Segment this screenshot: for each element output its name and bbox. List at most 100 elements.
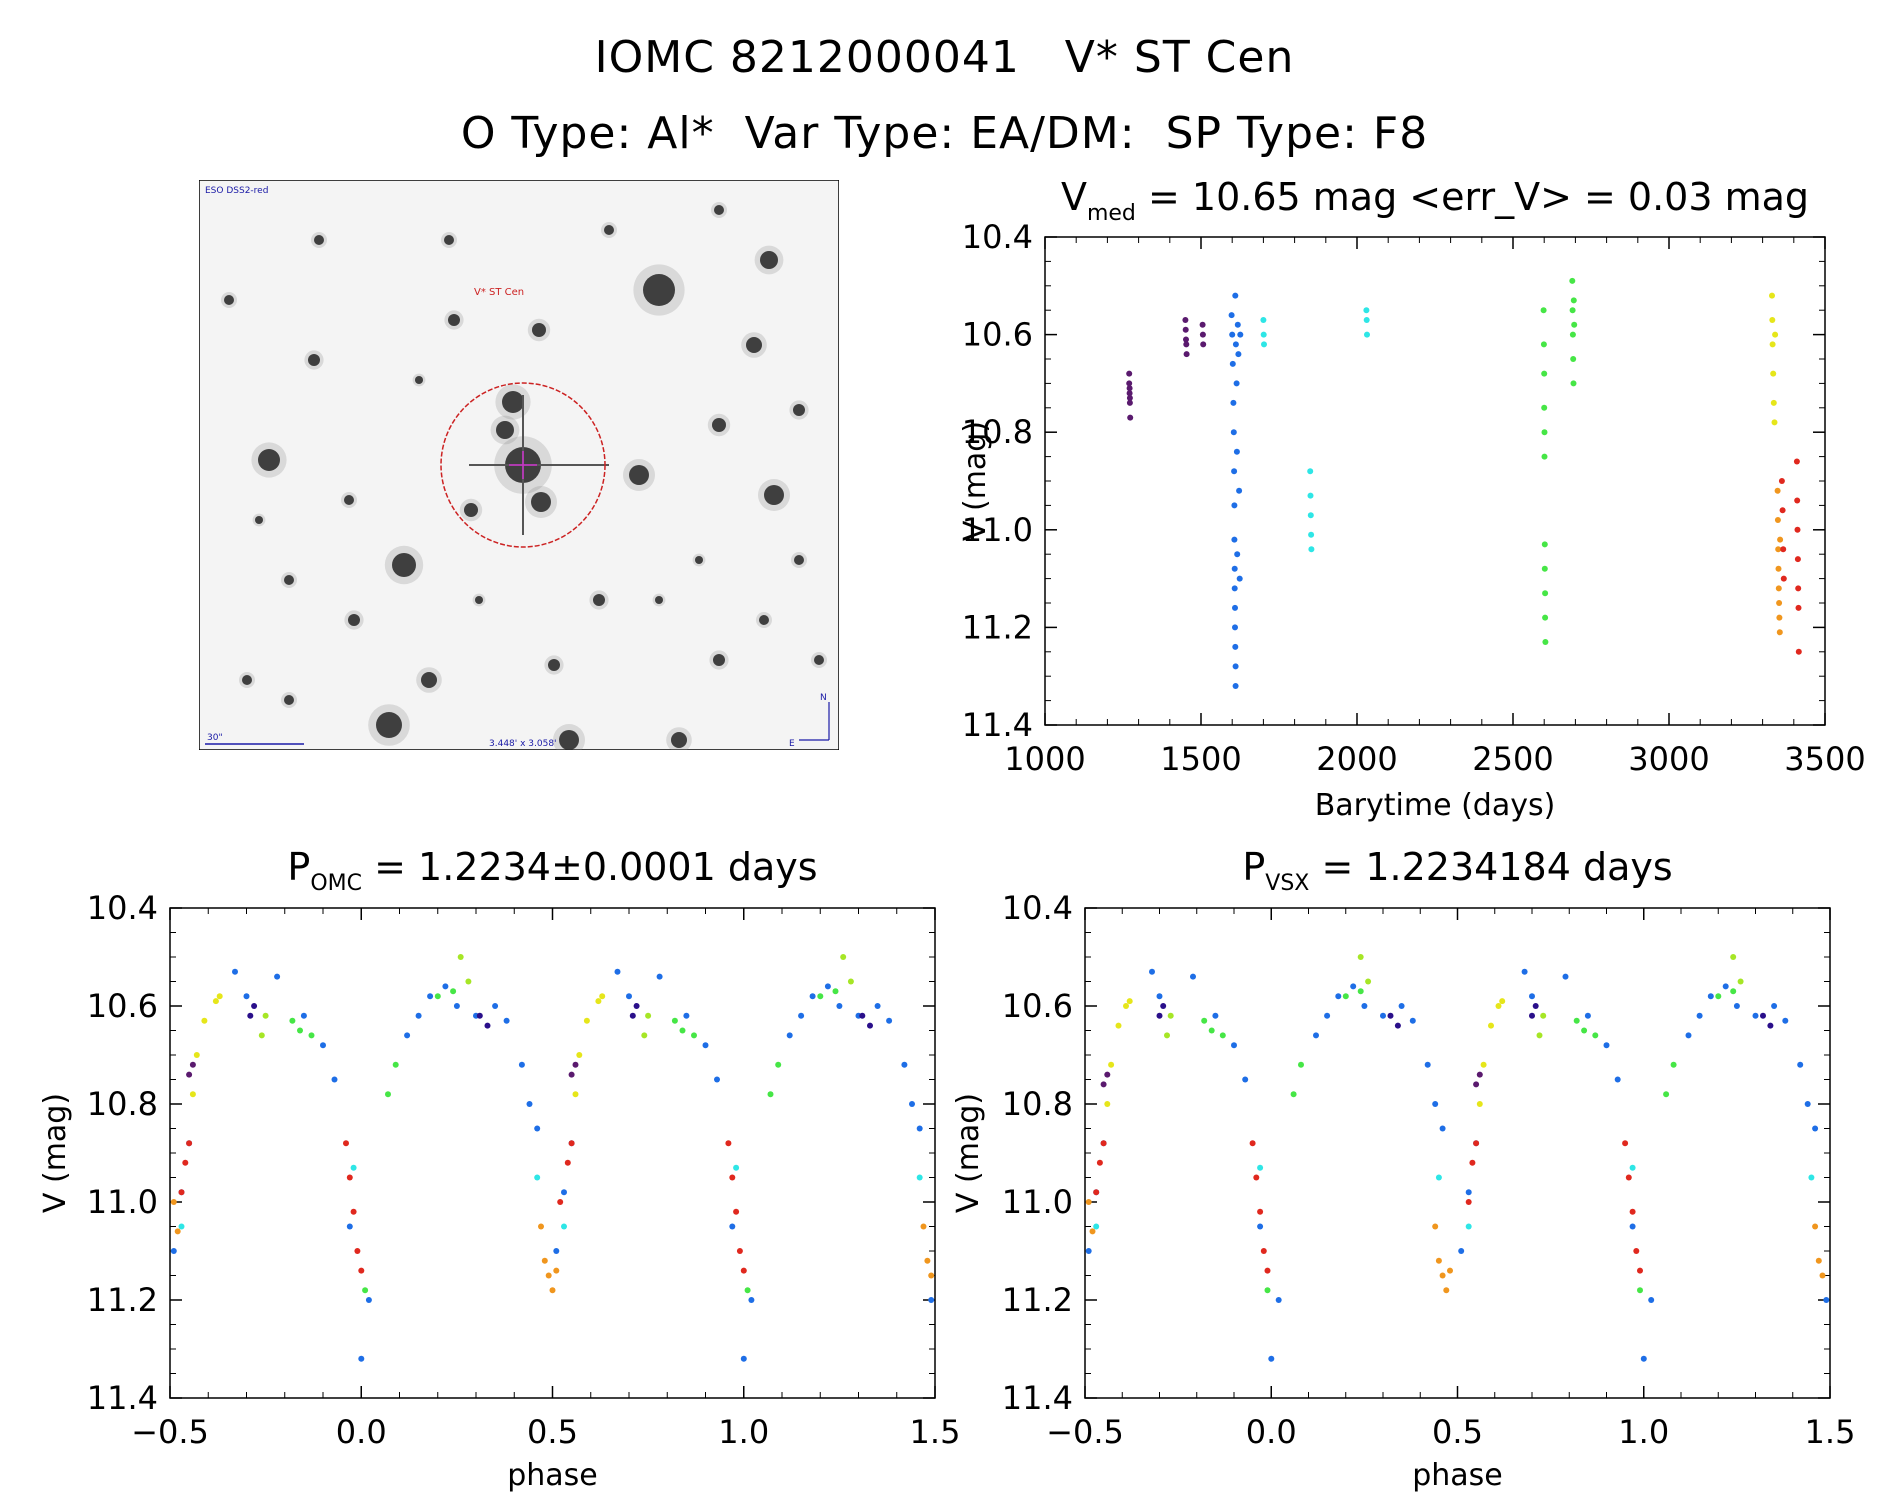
target-label: V* ST Cen <box>474 287 524 298</box>
data-point-lime <box>847 978 854 985</box>
data-point-green <box>385 1091 391 1098</box>
data-point-yellow <box>1769 341 1776 348</box>
data-point-purple <box>1182 317 1189 323</box>
data-point-red <box>568 1140 575 1147</box>
data-point-indigo <box>1387 1012 1394 1019</box>
data-point-lime <box>645 1012 652 1019</box>
data-point-orange <box>1089 1228 1096 1235</box>
lightcurve-ylabel: V (mag) <box>958 421 993 541</box>
data-point-red <box>1780 546 1787 553</box>
x-tick-label: 0.0 <box>1246 1413 1297 1451</box>
data-point-green <box>1730 988 1737 995</box>
data-point-blue <box>1432 1101 1439 1107</box>
data-point-blue <box>824 983 831 990</box>
data-point-purple <box>568 1071 575 1078</box>
title-rest: = 1.2234184 days <box>1309 845 1672 889</box>
data-point-blue <box>1093 1189 1100 1196</box>
data-point-green <box>1201 1017 1208 1024</box>
data-point-blue <box>346 1223 353 1230</box>
data-point-lime <box>840 954 847 960</box>
data-point-blue <box>1324 1012 1331 1019</box>
phase_omc-frame <box>169 907 936 1399</box>
data-point-green <box>1264 1287 1271 1294</box>
data-point-green <box>1570 380 1577 387</box>
data-point-red <box>1794 526 1801 533</box>
y-tick-label: 10.8 <box>87 1085 158 1123</box>
data-point-red <box>1469 1159 1476 1166</box>
star <box>421 672 437 688</box>
data-point-orange <box>1776 629 1783 636</box>
data-point-cyan <box>1260 317 1267 323</box>
data-point-blue <box>1100 1140 1107 1147</box>
star <box>629 465 649 485</box>
star-halo <box>601 222 617 238</box>
data-point-green <box>1570 297 1577 304</box>
data-point-yellow <box>201 1017 208 1024</box>
title-main: P <box>1242 845 1265 889</box>
data-point-orange <box>170 1199 177 1205</box>
star-halo <box>756 612 772 628</box>
star <box>714 205 724 215</box>
data-point-yellow <box>1770 370 1777 377</box>
target-circle <box>440 382 606 548</box>
data-point-purple <box>1126 395 1133 401</box>
star <box>593 594 605 606</box>
data-point-red <box>1795 648 1802 655</box>
title-sub: VSX <box>1265 871 1309 896</box>
x-tick-label: 1.5 <box>910 1413 961 1451</box>
data-point-purple <box>1200 341 1207 348</box>
data-point-indigo <box>1394 1022 1401 1029</box>
data-point-blue <box>1603 1042 1610 1049</box>
data-point-blue <box>748 1297 755 1303</box>
star <box>284 695 294 705</box>
data-point-orange <box>1435 1257 1442 1264</box>
data-point-blue <box>1409 1017 1416 1024</box>
data-point-red <box>1096 1159 1103 1166</box>
data-point-green <box>1569 277 1576 284</box>
star-halo <box>252 513 266 527</box>
data-point-blue <box>656 973 663 980</box>
data-point-blue <box>1521 968 1528 975</box>
data-point-yellow <box>1772 331 1779 338</box>
star-halo <box>525 486 557 518</box>
title-rest: = 10.65 mag <err_V> = 0.03 mag <box>1136 175 1809 219</box>
data-point-green <box>1571 321 1578 328</box>
phase_omc-xlabel: phase <box>507 1458 598 1493</box>
data-point-lime <box>1737 978 1744 985</box>
data-point-blue <box>1229 360 1236 367</box>
data-point-blue <box>1232 341 1239 348</box>
data-point-blue <box>702 1042 709 1049</box>
data-point-red <box>1778 478 1785 484</box>
data-point-blue <box>427 993 434 1000</box>
data-point-green <box>308 1032 315 1039</box>
star <box>548 659 560 671</box>
star-halo <box>490 415 520 445</box>
data-point-green <box>1592 1032 1599 1039</box>
star-halo <box>789 400 809 420</box>
data-point-red <box>182 1159 189 1166</box>
data-point-orange <box>553 1267 560 1274</box>
data-point-blue <box>1614 1076 1621 1083</box>
data-point-cyan <box>1363 307 1370 314</box>
data-point-green <box>1342 993 1349 1000</box>
title-rest: = 1.2234±0.0001 days <box>362 845 818 889</box>
data-point-blue <box>1335 993 1342 1000</box>
data-point-cyan <box>534 1174 541 1181</box>
y-tick-label: 11.0 <box>962 511 1033 549</box>
data-point-blue <box>901 1061 908 1068</box>
data-point-blue <box>186 1140 193 1147</box>
x-tick-label: 3500 <box>1784 740 1865 778</box>
data-point-red <box>1249 1140 1256 1147</box>
data-point-cyan <box>1307 492 1314 499</box>
x-tick-label: 1.0 <box>1618 1413 1669 1451</box>
star-field <box>221 202 827 750</box>
star <box>643 274 675 306</box>
data-point-green <box>679 1027 686 1034</box>
star <box>671 732 687 748</box>
data-point-green <box>1541 404 1548 411</box>
star <box>392 553 416 577</box>
star <box>531 492 551 512</box>
data-point-red <box>1629 1208 1636 1215</box>
data-point-purple <box>1183 341 1190 348</box>
